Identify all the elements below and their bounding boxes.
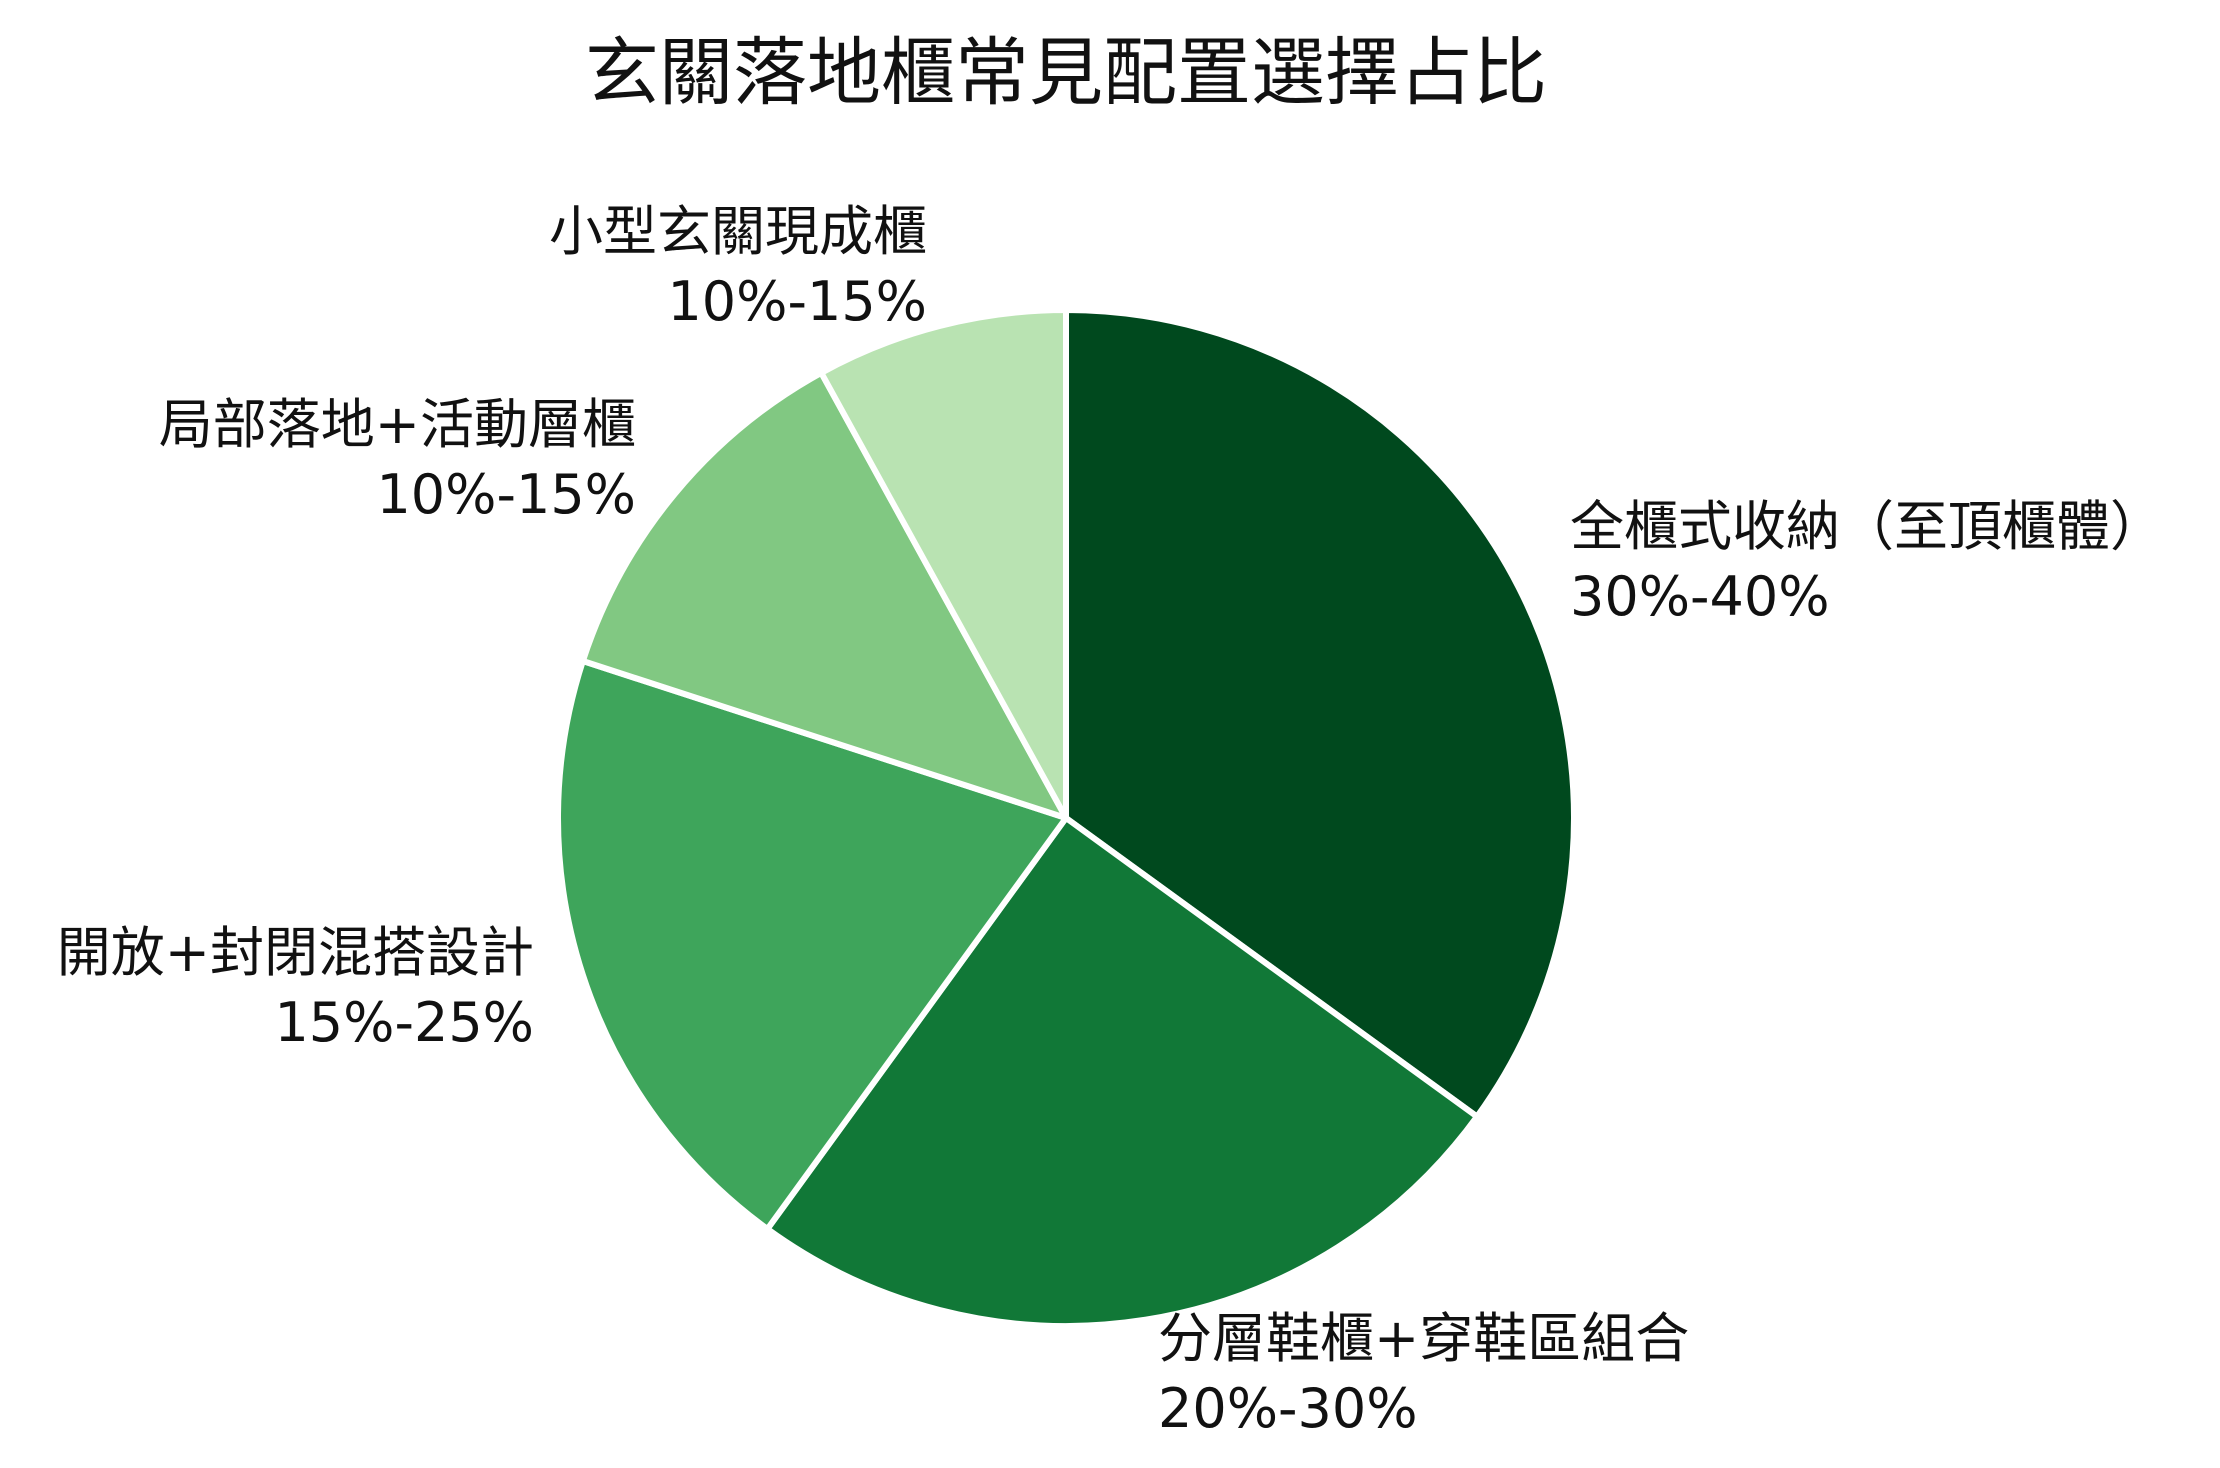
slice-value-5: 10%-15% xyxy=(667,270,927,333)
chart-title: 玄關落地櫃常見配置選擇占比 xyxy=(585,30,1547,116)
pie-slice-5 xyxy=(818,307,1069,821)
pie-slices xyxy=(555,307,1577,1329)
slice-value-2: 20%-30% xyxy=(1158,1377,1418,1440)
slice-value-1: 30%-40% xyxy=(1570,565,1830,628)
slice-value-4: 10%-15% xyxy=(376,463,636,526)
pie-slice-4 xyxy=(579,369,1069,821)
slice-label-2: 分層鞋櫃+穿鞋區組合 xyxy=(1158,1307,1689,1370)
slice-label-4: 局部落地+活動層櫃 xyxy=(159,393,636,456)
pie-slice-1 xyxy=(1063,307,1577,1120)
slice-value-3: 15%-25% xyxy=(274,991,534,1054)
slice-label-5: 小型玄關現成櫃 xyxy=(549,200,927,263)
pie-slice-3 xyxy=(555,658,1069,1232)
slice-label-3: 開放+封閉混搭設計 xyxy=(57,921,534,984)
pie-slice-2 xyxy=(764,815,1480,1329)
slice-label-1: 全櫃式收納（至頂櫃體） xyxy=(1570,495,2164,558)
pie-labels: 全櫃式收納（至頂櫃體） 30%-40% 分層鞋櫃+穿鞋區組合 20%-30% 開放+封閉… xyxy=(57,200,2164,1440)
